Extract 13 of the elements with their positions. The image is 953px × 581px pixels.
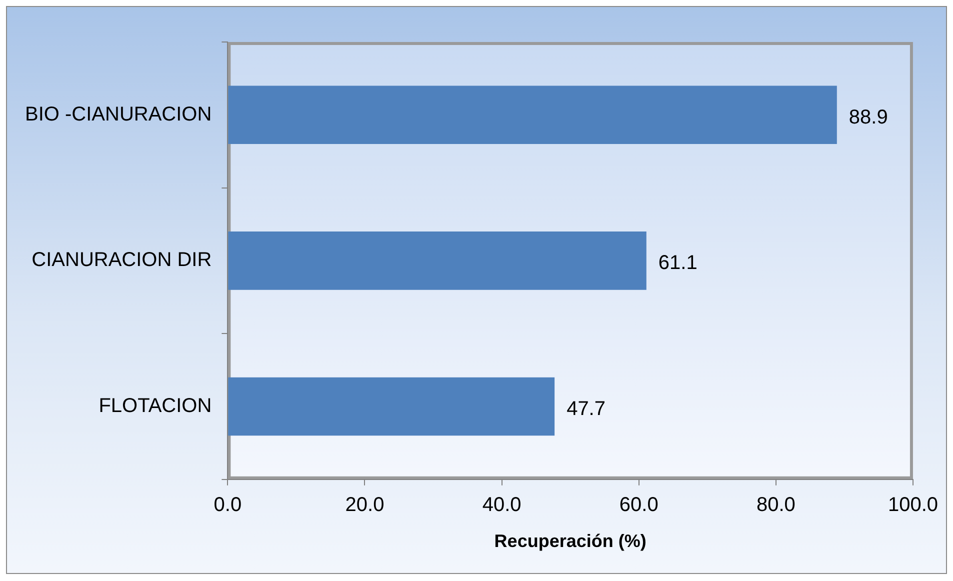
y-tick-label: CIANURACION DIR bbox=[32, 249, 212, 272]
x-tick-label: 0.0 bbox=[214, 494, 242, 516]
y-tick-label: FLOTACION bbox=[98, 395, 212, 418]
x-tick-label: 80.0 bbox=[756, 494, 796, 516]
x-axis-title: Recuperación (%) bbox=[494, 531, 646, 552]
x-tick-label: 40.0 bbox=[482, 494, 522, 516]
y-tick-label: BIO -CIANURACION bbox=[24, 103, 212, 126]
data-label: 47.7 bbox=[566, 398, 606, 420]
x-tick-label: 20.0 bbox=[345, 494, 384, 516]
x-tick-label: 60.0 bbox=[619, 494, 658, 516]
data-label: 88.9 bbox=[848, 106, 888, 128]
data-label: 61.1 bbox=[658, 252, 698, 274]
x-tick-label: 100.0 bbox=[888, 494, 938, 516]
